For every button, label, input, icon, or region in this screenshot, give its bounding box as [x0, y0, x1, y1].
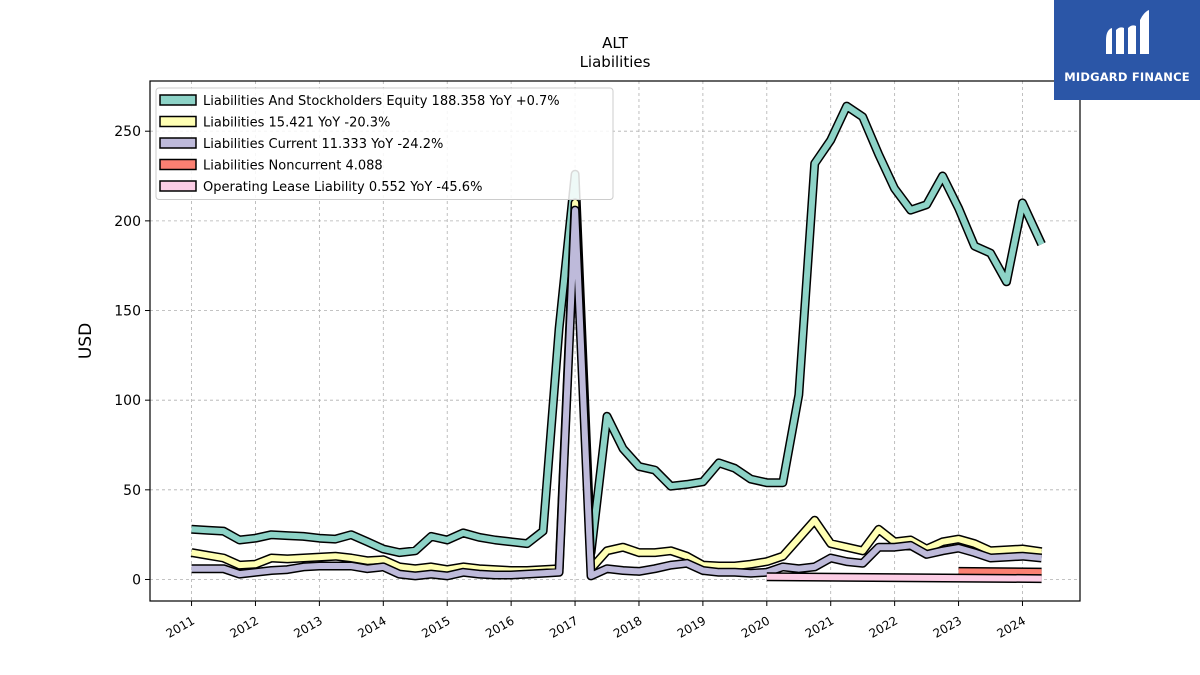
brand-logo: MIDGARD FINANCE: [1054, 0, 1200, 100]
y-tick-label: 150: [114, 304, 141, 320]
x-tick-label: 2016: [483, 613, 516, 640]
legend-label: Liabilities 15.421 YoY -20.3%: [203, 116, 390, 131]
brand-mark-icon: [1106, 10, 1149, 54]
legend-label: Liabilities Noncurrent 4.088: [203, 159, 383, 174]
legend-box: [155, 87, 614, 200]
legend-label: Liabilities And Stockholders Equity 188.…: [203, 94, 560, 109]
series-liabilities-and-stockholders-equity: [191, 101, 1046, 558]
x-tick-label: 2018: [611, 613, 644, 640]
x-tick-label: 2017: [547, 613, 580, 640]
series-line: [958, 568, 1042, 576]
y-tick-label: 200: [114, 214, 141, 230]
x-tick-label: 2020: [739, 613, 772, 640]
series-liabilities-noncurrent: [958, 566, 1042, 577]
y-axis-ticks: 0 50 100 150 200 250: [114, 124, 150, 588]
y-tick-label: 250: [114, 124, 141, 140]
legend-swatch: [159, 158, 197, 171]
y-tick-label: 50: [123, 483, 141, 499]
x-tick-label: 2022: [867, 613, 900, 640]
legend-swatch: [159, 115, 197, 128]
chart-subtitle: Liabilities: [580, 53, 651, 71]
x-tick-label: 2014: [355, 613, 388, 640]
series-line: [766, 573, 1042, 582]
x-tick-label: 2021: [803, 613, 836, 640]
legend-swatch: [159, 137, 197, 149]
brand-name: MIDGARD FINANCE: [1064, 70, 1190, 84]
series-layer: [190, 101, 1046, 584]
series-line: [191, 199, 1043, 574]
legend-swatch: [159, 94, 197, 106]
y-axis-label: USD: [76, 323, 96, 359]
x-tick-label: 2015: [419, 613, 452, 640]
series-liabilities: [190, 198, 1043, 575]
series-liabilities-current: [191, 205, 1043, 581]
chart-title: ALT: [602, 34, 629, 52]
x-tick-label: 2012: [228, 613, 261, 640]
x-tick-label: 2013: [291, 613, 324, 640]
series-operating-lease-liability: [766, 572, 1042, 584]
legend-swatch: [159, 180, 197, 192]
x-axis-ticks: 2011 2012 2013 2014 2015 2016 2017 2018 2019 2020…: [164, 601, 1028, 641]
y-tick-label: 0: [132, 572, 141, 588]
series-line: [191, 103, 1045, 556]
x-tick-label: 2011: [164, 613, 197, 640]
series-line: [191, 207, 1042, 579]
y-tick-label: 100: [114, 393, 141, 409]
legend-label: Operating Lease Liability 0.552 YoY -45.…: [203, 180, 482, 195]
plot-frame: [149, 80, 1081, 602]
legend-label: Liabilities Current 11.333 YoY -24.2%: [203, 137, 443, 152]
x-tick-label: 2023: [931, 613, 964, 640]
x-tick-label: 2019: [675, 613, 708, 640]
x-tick-label: 2024: [995, 613, 1028, 640]
legend: Liabilities And Stockholders Equity 188.…: [155, 87, 614, 200]
